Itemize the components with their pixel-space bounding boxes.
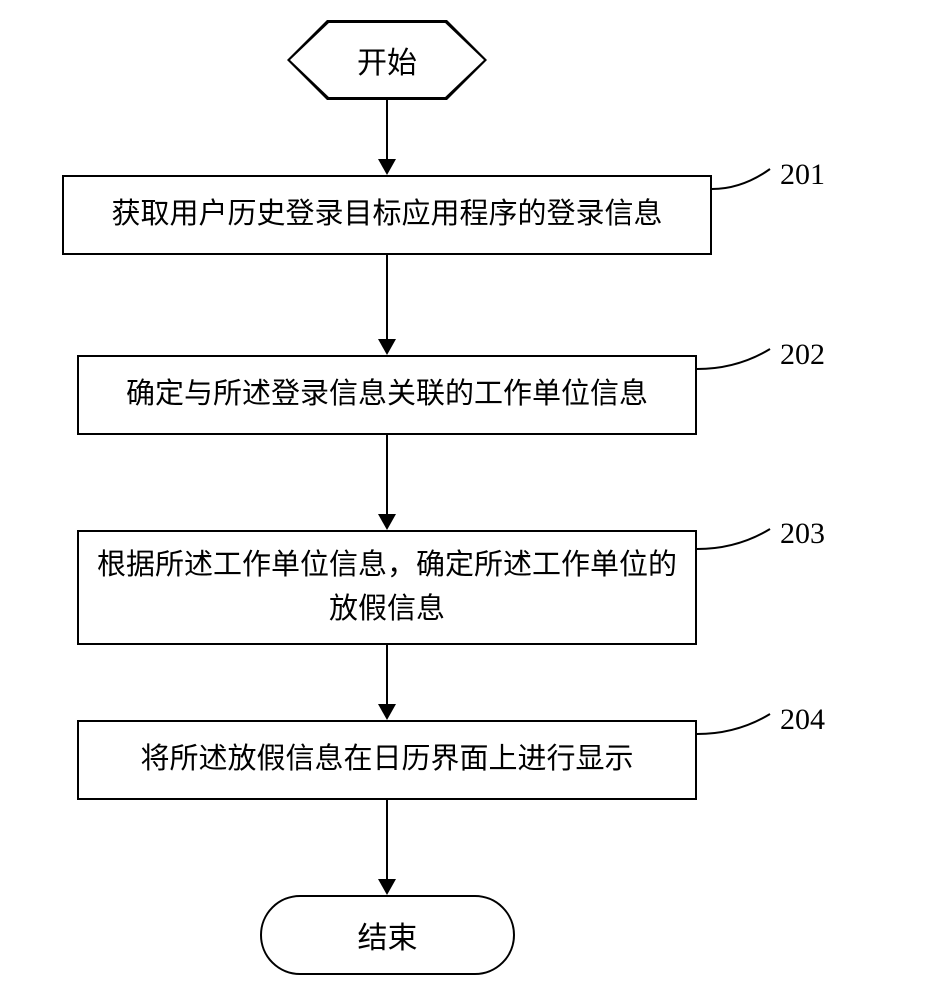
arrow-head-icon (378, 704, 396, 720)
arrow (386, 100, 388, 160)
step-201-text: 获取用户历史登录目标应用程序的登录信息 (111, 193, 662, 237)
arrow (386, 255, 388, 339)
connector-line-202 (697, 345, 782, 375)
end-label: 结束 (358, 913, 418, 957)
ref-label-203: 203 (780, 517, 825, 551)
end-node: 结束 (260, 895, 515, 975)
ref-label-202: 202 (780, 338, 825, 372)
step-203: 根据所述工作单位信息，确定所述工作单位的放假信息 (77, 530, 697, 645)
step-202-text: 确定与所述登录信息关联的工作单位信息 (126, 373, 648, 417)
step-201: 获取用户历史登录目标应用程序的登录信息 (62, 175, 712, 255)
step-204: 将所述放假信息在日历界面上进行显示 (77, 720, 697, 800)
arrow-head-icon (378, 879, 396, 895)
arrow (386, 435, 388, 514)
flowchart-canvas: 开始 获取用户历史登录目标应用程序的登录信息 确定与所述登录信息关联的工作单位信… (0, 0, 945, 1000)
arrow-head-icon (378, 339, 396, 355)
arrow (386, 800, 388, 879)
start-node: 开始 (287, 20, 487, 100)
step-204-text: 将所述放假信息在日历界面上进行显示 (140, 738, 633, 782)
start-label: 开始 (357, 38, 417, 82)
connector-line-204 (697, 710, 782, 740)
ref-label-201: 201 (780, 158, 825, 192)
arrow-head-icon (378, 514, 396, 530)
step-203-text: 根据所述工作单位信息，确定所述工作单位的放假信息 (97, 544, 677, 631)
arrow-head-icon (378, 159, 396, 175)
arrow (386, 645, 388, 704)
connector-line-201 (712, 165, 782, 195)
ref-label-204: 204 (780, 703, 825, 737)
connector-line-203 (697, 525, 782, 555)
step-202: 确定与所述登录信息关联的工作单位信息 (77, 355, 697, 435)
